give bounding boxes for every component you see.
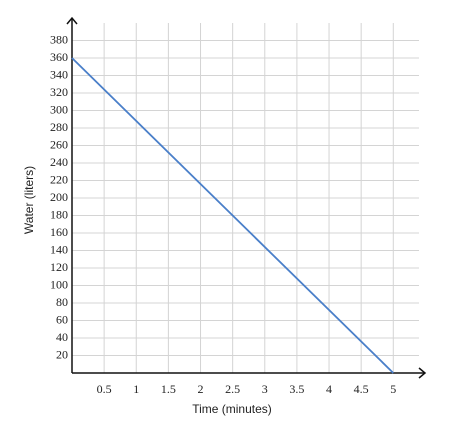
x-arrow <box>418 367 427 379</box>
y-tick-label: 320 <box>50 85 68 99</box>
y-tick-label: 180 <box>50 207 68 221</box>
data-line <box>71 57 394 374</box>
x-tick-label: 1.5 <box>161 382 176 396</box>
y-tick-label: 100 <box>50 277 68 291</box>
x-tick-label: 5 <box>390 382 396 396</box>
x-tick-label: 2.5 <box>225 382 240 396</box>
y-tick-label: 120 <box>50 260 68 274</box>
y-tick-label: 40 <box>56 330 68 344</box>
y-arrow <box>66 16 78 25</box>
y-tick-label: 300 <box>50 102 68 116</box>
y-tick-label: 20 <box>56 347 68 361</box>
x-tick-label: 4.5 <box>354 382 369 396</box>
y-tick-label: 260 <box>50 137 68 151</box>
x-tick-label: 2 <box>198 382 204 396</box>
y-tick-label: 220 <box>50 172 68 186</box>
y-axis-title: Water (liters) <box>22 166 36 234</box>
y-tick-label: 280 <box>50 120 68 134</box>
x-tick-label: 3.5 <box>289 382 304 396</box>
y-tick-label: 380 <box>50 32 68 46</box>
x-tick-label: 3 <box>262 382 268 396</box>
y-tick-label: 360 <box>50 50 68 64</box>
y-tick-label: 80 <box>56 295 68 309</box>
y-tick-label: 60 <box>56 312 68 326</box>
x-axis-title: Time (minutes) <box>192 402 272 416</box>
y-tick-label: 240 <box>50 155 68 169</box>
x-tick-label: 4 <box>326 382 332 396</box>
y-tick-label: 140 <box>50 242 68 256</box>
y-tick-label: 200 <box>50 190 68 204</box>
x-tick-label: 1 <box>133 382 139 396</box>
y-tick-label: 340 <box>50 67 68 81</box>
x-tick-label: 0.5 <box>97 382 112 396</box>
y-tick-label: 160 <box>50 225 68 239</box>
grid <box>72 23 419 373</box>
